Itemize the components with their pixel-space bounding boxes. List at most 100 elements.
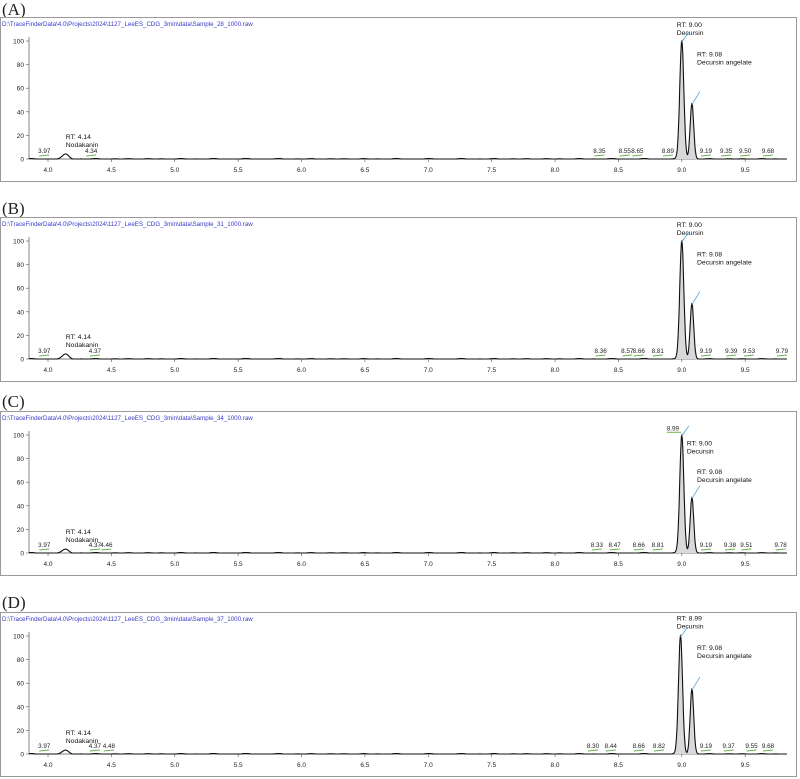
chromatogram-d: D:\TraceFinderData\4.0\Projects\2024\112… <box>0 612 797 777</box>
baseline-marker <box>89 354 100 357</box>
x-tick-label: 4.0 <box>43 367 52 374</box>
baseline-marker <box>594 154 605 157</box>
x-tick-label: 9.5 <box>741 367 750 374</box>
peak-annotation-line: Decursin <box>687 449 714 456</box>
panel-frame <box>0 217 797 382</box>
peak-annotation-line: Decursin angelate <box>697 59 752 66</box>
baseline-rt-label: 8.82 <box>653 743 666 750</box>
x-tick-label: 6.0 <box>297 762 306 769</box>
baseline-rt-label: 9.19 <box>700 542 713 549</box>
peak-leader-line <box>691 676 701 691</box>
peak-annotation-line: Decursin angelate <box>697 259 752 266</box>
x-tick-label: 7.5 <box>487 167 496 174</box>
baseline-rt-label: 9.19 <box>700 148 713 155</box>
baseline-rt-label: 3.97 <box>38 542 51 549</box>
baseline-marker <box>632 154 643 157</box>
chromatogram-a: D:\TraceFinderData\4.0\Projects\2024\112… <box>0 17 797 182</box>
peak-annotation-line: Nodakanin <box>66 142 99 149</box>
baseline-rt-label: 9.55 <box>745 743 758 750</box>
baseline-rt-label: 4.37 <box>89 542 102 549</box>
baseline-marker <box>762 154 774 157</box>
peak-annotation-line: RT: 9.00 <box>677 222 702 229</box>
peak-leader-line <box>681 425 690 437</box>
baseline-rt-label: 8.65 <box>631 148 644 155</box>
baseline-rt-label: 4.37 <box>89 743 102 750</box>
baseline-marker <box>700 154 711 157</box>
peak-annotation-line: RT: 4.14 <box>66 334 91 341</box>
x-tick-label: 7.5 <box>487 561 496 568</box>
baseline-marker <box>652 548 663 551</box>
peak-annotation: RT: 9.00 Decursin <box>677 22 704 37</box>
baseline-marker <box>741 548 752 551</box>
panel-frame <box>0 612 797 777</box>
y-tick-label: 100 <box>13 39 24 46</box>
y-tick-label: 0 <box>20 157 24 164</box>
x-tick-label: 6.5 <box>360 167 369 174</box>
chromatogram-trace <box>29 239 787 360</box>
peak-annotation: RT: 4.14 Nodakanin <box>66 730 99 745</box>
panel-label-c: (C) <box>2 392 25 411</box>
baseline-rt-label: 8.81 <box>652 348 665 355</box>
peak-annotation: RT: 9.08 Decursin angelate <box>697 469 752 484</box>
x-tick-label: 6.0 <box>297 167 306 174</box>
baseline-rt-label: 9.68 <box>762 148 775 155</box>
baseline-marker <box>619 154 630 157</box>
baseline-marker <box>700 548 711 551</box>
y-tick-label: 100 <box>13 239 24 246</box>
x-tick-label: 5.0 <box>170 367 179 374</box>
baseline-rt-label: 3.97 <box>38 743 51 750</box>
baseline-marker <box>776 354 787 357</box>
baseline-marker <box>595 354 606 357</box>
x-tick-label: 4.5 <box>107 561 116 568</box>
file-path-label: D:\TraceFinderData\4.0\Projects\2024\112… <box>2 415 253 422</box>
baseline-marker <box>724 548 736 551</box>
baseline-marker <box>700 749 711 752</box>
x-tick-label: 5.0 <box>170 167 179 174</box>
peak-annotation-line: RT: 4.14 <box>66 529 91 536</box>
baseline-rt-label: 9.53 <box>743 348 756 355</box>
baseline-marker <box>726 354 737 357</box>
baseline-rt-label: 3.97 <box>38 348 51 355</box>
file-path-label: D:\TraceFinderData\4.0\Projects\2024\112… <box>2 21 253 28</box>
baseline-rt-label: 8.66 <box>633 348 646 355</box>
baseline-rt-label: 9.19 <box>700 348 713 355</box>
x-tick-label: 8.0 <box>551 367 560 374</box>
baseline-marker <box>633 749 644 752</box>
baseline-rt-label: 9.35 <box>720 148 733 155</box>
baseline-marker <box>591 548 602 551</box>
x-tick-label: 8.0 <box>551 762 560 769</box>
baseline-marker <box>743 354 755 357</box>
baseline-marker <box>662 154 673 157</box>
chromatogram-trace <box>29 433 787 554</box>
baseline-marker <box>86 154 97 157</box>
peak-leader-line <box>681 231 690 243</box>
baseline-rt-label: 8.44 <box>605 743 618 750</box>
peak-annotation-line: RT: 9.08 <box>697 51 722 58</box>
x-tick-label: 5.0 <box>170 762 179 769</box>
baseline-rt-label: 8.81 <box>652 542 665 549</box>
y-tick-label: 20 <box>17 728 25 735</box>
baseline-rt-label: 9.50 <box>739 148 752 155</box>
y-tick-label: 20 <box>17 333 25 340</box>
x-tick-label: 5.5 <box>234 367 243 374</box>
baseline-rt-label: 8.35 <box>593 148 606 155</box>
baseline-rt-label: 8.33 <box>591 542 604 549</box>
peak-annotation: RT: 9.00 Decursin <box>687 441 714 456</box>
baseline-marker <box>740 154 751 157</box>
baseline-marker <box>89 548 100 551</box>
peak-annotation-line: Decursin <box>677 624 704 631</box>
peak-leader-line <box>691 485 701 499</box>
baseline-marker <box>653 749 665 752</box>
y-tick-label: 40 <box>17 309 25 316</box>
x-tick-label: 9.0 <box>677 561 686 568</box>
peak-leader-line <box>680 626 688 638</box>
peak-annotation: RT: 4.14 Nodakanin <box>66 529 99 544</box>
baseline-rt-label: 4.46 <box>100 542 113 549</box>
peak-annotation: RT: 9.08 Decursin angelate <box>697 251 752 266</box>
peak-top-label: 8.99 <box>667 425 680 432</box>
peak-annotation-line: RT: 9.00 <box>687 441 712 448</box>
y-tick-label: 0 <box>20 357 24 364</box>
x-tick-label: 4.0 <box>43 762 52 769</box>
peak-annotation-line: Decursin <box>677 230 704 237</box>
peak-annotation-line: RT: 4.14 <box>66 134 91 141</box>
